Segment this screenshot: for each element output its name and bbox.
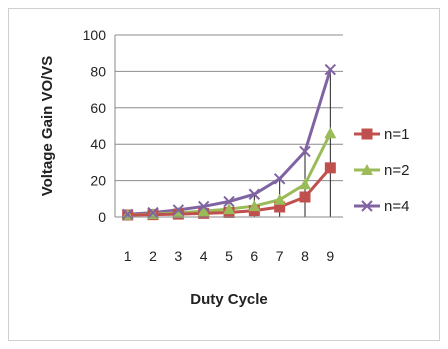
x-tick-label: 7 [276,248,284,264]
data-point-n=4 [324,63,337,76]
gridlines [115,34,343,182]
y-tick-label: 40 [90,136,106,152]
markers [121,63,337,221]
y-tick-label: 60 [90,100,106,116]
x-tick-label: 8 [301,248,309,264]
y-tick-label: 100 [83,27,107,43]
legend-label: n=1 [384,126,409,143]
legend-marker [361,128,373,140]
x-tick-label: 4 [200,248,208,264]
x-tick-label: 6 [250,248,258,264]
data-point-n=4 [248,188,261,200]
data-point-n=1 [299,191,311,203]
legend-item: n=4 [354,198,409,215]
data-point-n=4 [273,173,286,185]
data-point-n=2 [299,178,311,190]
y-tick-labels: 0 20 40 60 80 100 [83,27,107,225]
x-tick-label: 3 [174,248,182,264]
data-point-n=4 [197,200,210,213]
legend-item: n=2 [354,162,409,179]
data-point-n=4 [223,195,235,208]
data-point-n=4 [121,208,134,220]
x-axis-title: Duty Cycle [190,291,268,308]
legend-item: n=1 [354,126,409,143]
y-tick-label: 80 [90,63,106,79]
data-point-n=2 [324,127,337,139]
data-point-n=4 [147,206,159,219]
legend-marker [361,164,373,175]
data-point-n=2 [248,200,261,212]
legend-marker [361,200,373,212]
legend-label: n=4 [384,198,409,215]
data-point-n=4 [172,204,185,216]
legend: n=1 n=2 n=4 [354,126,409,215]
data-point-n=2 [273,193,286,205]
x-tick-labels: 1 2 3 4 5 6 7 8 9 [124,248,335,264]
legend-label: n=2 [384,162,409,179]
data-point-n=2 [172,206,185,218]
data-point-n=4 [299,145,311,158]
y-tick-label: 0 [98,209,106,225]
x-tick-label: 5 [225,248,233,264]
data-point-n=2 [197,205,210,217]
x-tick-label: 1 [124,248,132,264]
y-tick-label: 20 [90,173,106,189]
y-axis-title: Voltage Gain VO/VS [39,56,56,197]
data-point-n=1 [324,162,336,174]
x-tick-label: 9 [326,248,334,264]
data-point-n=2 [223,203,235,215]
x-tick-label: 2 [149,248,157,264]
